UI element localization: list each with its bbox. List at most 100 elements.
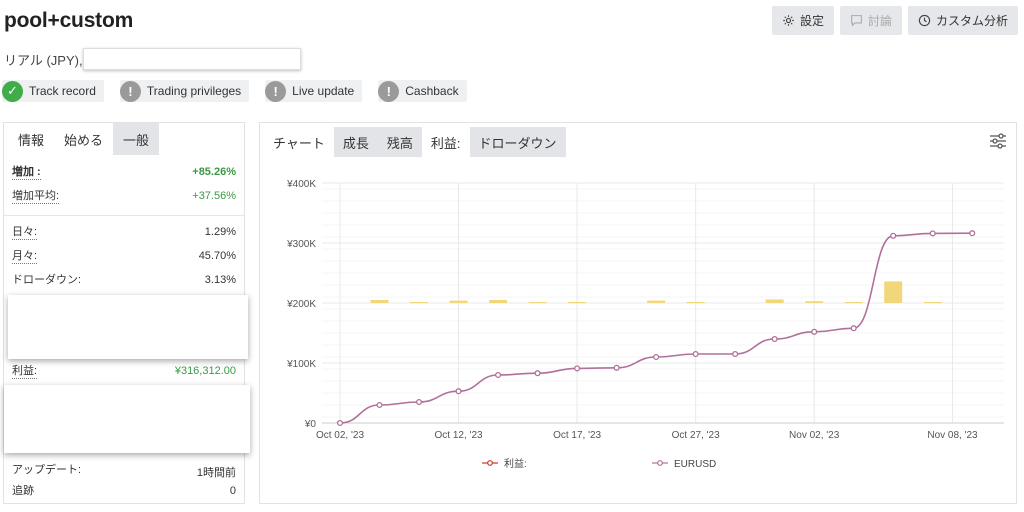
legend-label: EURUSD	[674, 459, 716, 470]
tab-general[interactable]: 一般	[113, 123, 160, 155]
page-title: pool+custom	[4, 9, 134, 32]
data-point	[455, 388, 462, 395]
data-point	[890, 232, 897, 239]
settings-button[interactable]: 設定	[771, 6, 834, 35]
stat-monthly: 月々: 45.70%	[12, 250, 236, 264]
data-point	[692, 350, 699, 358]
tab-balance[interactable]: 残高	[377, 127, 422, 157]
tab-drawdown[interactable]: ドローダウン	[469, 127, 566, 157]
bar	[528, 302, 547, 304]
stat-label: ドローダウン:	[12, 274, 82, 286]
data-point	[732, 350, 739, 358]
tab-growth[interactable]: 成長	[333, 127, 378, 157]
data-point	[929, 230, 936, 237]
exclamation-icon: !	[265, 80, 287, 102]
bar	[449, 300, 468, 303]
stat-value: 1時間前	[196, 467, 236, 479]
data-point	[613, 364, 620, 371]
stat-label: 日々:	[12, 226, 38, 240]
account-info: リアル (JPY),	[4, 48, 301, 70]
stat-drawdown: ドローダウン: 3.13%	[12, 274, 236, 287]
data-point	[574, 365, 581, 372]
stat-value: ¥316,312.00	[174, 365, 236, 377]
bar	[923, 302, 942, 304]
exclamation-icon: !	[378, 80, 400, 102]
stats-tabs: 情報 始める 一般	[4, 123, 244, 155]
x-tick-label: Oct 27, '23	[672, 430, 720, 441]
tab-start[interactable]: 始める	[54, 123, 114, 155]
x-tick-label: Oct 17, '23	[553, 430, 601, 441]
tab-chart[interactable]: チャート	[273, 135, 325, 151]
tab-profit[interactable]: 利益:	[430, 135, 461, 151]
y-tick-label: ¥0	[304, 419, 317, 430]
gear-icon	[783, 15, 794, 26]
data-point	[811, 328, 818, 335]
data-point	[534, 370, 541, 377]
tab-info[interactable]: 情報	[18, 132, 45, 148]
x-tick-label: Nov 02, '23	[789, 430, 840, 441]
stat-label: 増加平均:	[12, 190, 60, 204]
stat-gain: 増加 : +85.26%	[12, 166, 236, 180]
settings-button-label: 設定	[799, 14, 824, 28]
stat-daily: 日々: 1.29%	[12, 226, 236, 240]
discussion-button[interactable]: 討論	[839, 6, 902, 35]
stat-avg-gain: 増加平均: +37.56%	[12, 190, 236, 204]
badge-live-update[interactable]: ! Live update	[265, 80, 363, 102]
stat-value: +85.26%	[192, 166, 236, 178]
badge-track-record[interactable]: ✓ Track record	[2, 80, 104, 102]
redacted-account-name	[82, 48, 301, 70]
clock-icon	[918, 14, 931, 27]
bar	[410, 302, 429, 304]
stat-value: 45.70%	[198, 250, 236, 262]
bar	[370, 300, 389, 303]
stat-updated: アップデート: 1時間前	[12, 464, 236, 480]
bar	[884, 281, 903, 303]
legend-marker	[657, 460, 663, 466]
top-toolbar: 設定 討論 カスタム分析	[771, 6, 1018, 35]
x-tick-label: Nov 08, '23	[927, 430, 978, 441]
bar	[765, 299, 784, 303]
redacted-block	[4, 385, 250, 453]
stats-panel: 情報 始める 一般 増加 : +85.26% 増加平均: +37.56% 日々:…	[3, 122, 250, 504]
stat-value: 1.29%	[204, 226, 236, 238]
data-point	[969, 230, 976, 237]
comment-icon	[851, 15, 862, 27]
stat-label: 利益:	[12, 365, 38, 379]
data-point	[336, 419, 344, 427]
data-point	[415, 398, 423, 406]
check-icon: ✓	[2, 80, 23, 102]
sliders-icon[interactable]	[988, 131, 1008, 151]
badge-trading-privileges[interactable]: ! Trading privileges	[119, 80, 250, 102]
x-tick-label: Oct 12, '23	[435, 430, 483, 441]
account-type-label: リアル (JPY),	[4, 52, 83, 68]
stat-tracking: 追跡 0	[12, 485, 236, 498]
y-tick-label: ¥400K	[286, 179, 316, 190]
bar	[568, 302, 587, 304]
data-point	[376, 401, 383, 409]
divider	[4, 215, 244, 216]
y-tick-label: ¥300K	[286, 239, 316, 250]
badge-label: Track record	[29, 84, 96, 98]
badge-label: Live update	[292, 84, 355, 98]
badge-cashback[interactable]: ! Cashback	[378, 80, 467, 102]
bar	[805, 301, 824, 303]
custom-analysis-button[interactable]: カスタム分析	[907, 6, 1018, 35]
profit-line	[339, 232, 973, 424]
bar	[686, 302, 705, 304]
data-point	[850, 325, 857, 332]
badge-label: Trading privileges	[146, 84, 242, 98]
stat-label: 増加 :	[12, 166, 41, 180]
legend-marker	[487, 460, 493, 466]
stat-value: +37.56%	[192, 190, 236, 202]
data-point	[495, 371, 502, 379]
badge-row: ✓ Track record ! Trading privileges ! Li…	[2, 80, 467, 102]
y-tick-label: ¥200K	[286, 299, 316, 310]
redacted-block	[8, 295, 248, 359]
y-tick-label: ¥100K	[286, 359, 316, 370]
stat-label: 月々:	[12, 250, 38, 264]
custom-analysis-button-label: カスタム分析	[935, 14, 1008, 28]
data-point	[653, 353, 660, 361]
chart-tabs: チャート 成長 残高 利益: ドローダウン	[264, 127, 566, 157]
bar	[489, 300, 508, 303]
stat-profit: 利益: ¥316,312.00	[12, 365, 236, 379]
